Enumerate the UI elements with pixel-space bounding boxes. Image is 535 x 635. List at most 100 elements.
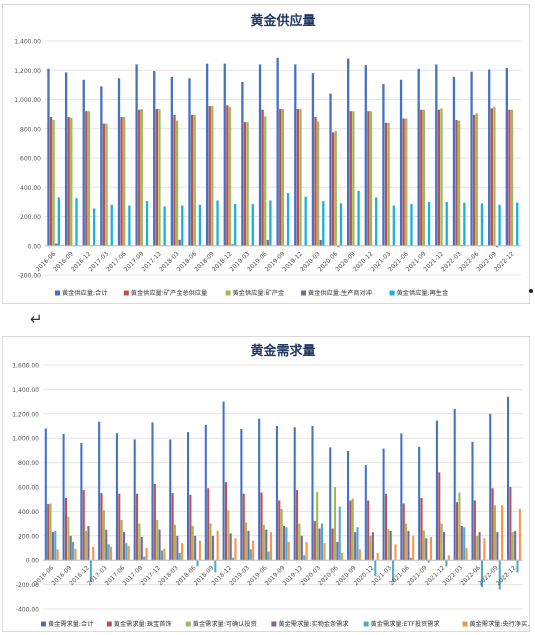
bar bbox=[244, 122, 246, 246]
bar bbox=[105, 124, 107, 246]
bar bbox=[492, 488, 494, 560]
bar bbox=[306, 542, 308, 560]
bar bbox=[146, 548, 148, 560]
bar bbox=[141, 109, 143, 246]
y-tick-label: 0.00 bbox=[26, 558, 40, 565]
bar bbox=[194, 536, 196, 560]
bar bbox=[225, 482, 227, 560]
bar bbox=[116, 433, 118, 560]
bar bbox=[161, 550, 163, 560]
bar bbox=[205, 425, 207, 560]
bar bbox=[209, 106, 211, 246]
bar bbox=[299, 109, 301, 246]
bar bbox=[463, 203, 465, 246]
bar bbox=[506, 68, 508, 246]
y-tick-label: 1,600.00 bbox=[12, 363, 39, 370]
bar bbox=[188, 78, 190, 245]
y-tick-label: 1,200.00 bbox=[14, 68, 41, 75]
bar bbox=[458, 492, 460, 560]
legend-swatch bbox=[364, 622, 369, 627]
bar bbox=[214, 560, 216, 572]
bar bbox=[100, 86, 102, 245]
legend-item: 黄金需求量:合计 bbox=[41, 620, 93, 628]
bar bbox=[352, 111, 354, 246]
bar bbox=[240, 429, 242, 560]
bar bbox=[138, 524, 140, 561]
y-tick-label: -200.00 bbox=[18, 273, 41, 280]
bar bbox=[128, 206, 130, 246]
bar bbox=[403, 503, 405, 560]
bar bbox=[118, 78, 120, 245]
bar bbox=[93, 208, 95, 245]
bar bbox=[224, 64, 226, 246]
bar bbox=[67, 517, 69, 560]
legend-label: 黄金供应量:矿产金总供应量 bbox=[131, 289, 207, 297]
legend-swatch bbox=[462, 622, 467, 627]
bar bbox=[278, 500, 280, 560]
bar bbox=[356, 527, 358, 560]
legend-label: 黄金需求量:可确认投资 bbox=[193, 620, 257, 628]
bar bbox=[230, 533, 232, 560]
bar bbox=[57, 549, 59, 560]
bar bbox=[470, 72, 472, 246]
bar bbox=[400, 80, 402, 246]
bar bbox=[297, 109, 299, 246]
bar bbox=[296, 490, 298, 560]
bar bbox=[210, 524, 212, 561]
bar bbox=[425, 538, 427, 560]
bar bbox=[438, 472, 440, 560]
bar bbox=[206, 64, 208, 246]
bar bbox=[75, 198, 77, 246]
bar bbox=[263, 525, 265, 560]
bar bbox=[445, 560, 447, 566]
bar bbox=[83, 490, 85, 560]
bar bbox=[217, 531, 219, 560]
legend-swatch bbox=[107, 622, 112, 627]
bar bbox=[268, 552, 270, 561]
bar bbox=[283, 526, 285, 560]
bar bbox=[100, 493, 102, 560]
bar bbox=[267, 240, 269, 246]
legend-swatch bbox=[226, 291, 231, 296]
bar bbox=[314, 117, 316, 246]
bar bbox=[323, 543, 325, 560]
bar bbox=[108, 544, 110, 560]
bar bbox=[227, 510, 229, 560]
legend-swatch bbox=[124, 291, 129, 296]
bar bbox=[226, 105, 228, 245]
x-tick-label: 2022-12 bbox=[493, 250, 516, 273]
bar bbox=[191, 115, 193, 246]
bar bbox=[317, 121, 319, 245]
bar bbox=[207, 488, 209, 560]
legend-swatch bbox=[271, 622, 276, 627]
bar bbox=[496, 532, 498, 560]
bar bbox=[359, 549, 361, 560]
bar bbox=[72, 542, 74, 560]
bar bbox=[377, 553, 379, 560]
bar bbox=[68, 117, 70, 246]
bar bbox=[387, 529, 389, 560]
bar bbox=[332, 528, 334, 560]
bar bbox=[483, 538, 485, 560]
bar bbox=[123, 532, 125, 560]
bar bbox=[234, 538, 236, 560]
bar bbox=[176, 536, 178, 560]
legend-label: 黄金需求量:珠宝首饰 bbox=[114, 620, 172, 628]
bar bbox=[516, 203, 518, 246]
bar bbox=[174, 525, 176, 560]
bar bbox=[385, 494, 387, 560]
bar bbox=[169, 439, 171, 560]
legend-label: 黄金需求量:ETF投资需求 bbox=[371, 620, 440, 628]
bar bbox=[294, 427, 296, 560]
bar bbox=[448, 555, 450, 560]
bar bbox=[367, 500, 369, 560]
bar bbox=[196, 560, 198, 566]
bar bbox=[349, 500, 351, 560]
bar bbox=[428, 202, 430, 246]
legend-item: 黄金需求量:央行净买入 bbox=[462, 620, 529, 628]
bar bbox=[390, 531, 392, 560]
bar bbox=[65, 498, 67, 560]
bar bbox=[403, 119, 405, 246]
